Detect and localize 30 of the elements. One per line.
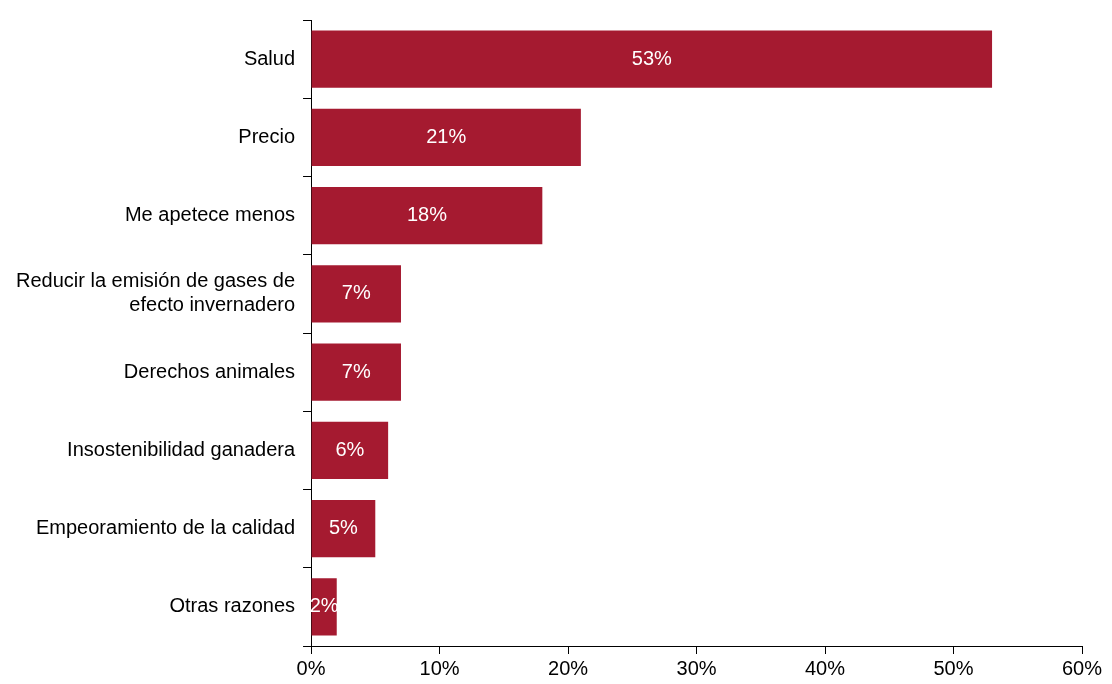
y-tick-label: Me apetece menos [124, 203, 296, 226]
bar [311, 343, 401, 401]
y-tick-label: Salud [243, 46, 296, 69]
data-label: 53% [631, 46, 673, 69]
x-tick-label: 20% [548, 656, 589, 679]
bar [311, 265, 401, 323]
bar [311, 108, 581, 166]
data-label: 7% [341, 359, 371, 382]
data-label: 18% [406, 203, 448, 226]
data-label: 2% [309, 594, 339, 617]
y-tick-label: Reducir la emisión de gases de efecto invernadero [16, 269, 296, 316]
bar [311, 30, 993, 88]
x-tick-label: 30% [676, 656, 717, 679]
x-tick-label: 40% [805, 656, 846, 679]
y-tick-label: Insostenibilidad ganadera [67, 437, 296, 460]
data-label: 7% [341, 281, 371, 304]
bar [311, 500, 376, 558]
data-label: 21% [426, 124, 467, 147]
y-tick-label: Empeoramiento de la calidad [36, 516, 296, 539]
data-label: 6% [335, 437, 365, 460]
bar [311, 187, 543, 245]
y-tick-label: Derechos animales [123, 359, 296, 382]
x-tick-label: 50% [933, 656, 974, 679]
y-tick-label: Otras razones [169, 594, 296, 617]
x-tick-label: 10% [419, 656, 460, 679]
bar [311, 421, 389, 479]
y-tick-label: Precio [238, 124, 296, 147]
data-label: 5% [328, 516, 359, 539]
x-tick-label: 0% [296, 656, 326, 679]
x-tick-label: 60% [1061, 656, 1103, 679]
